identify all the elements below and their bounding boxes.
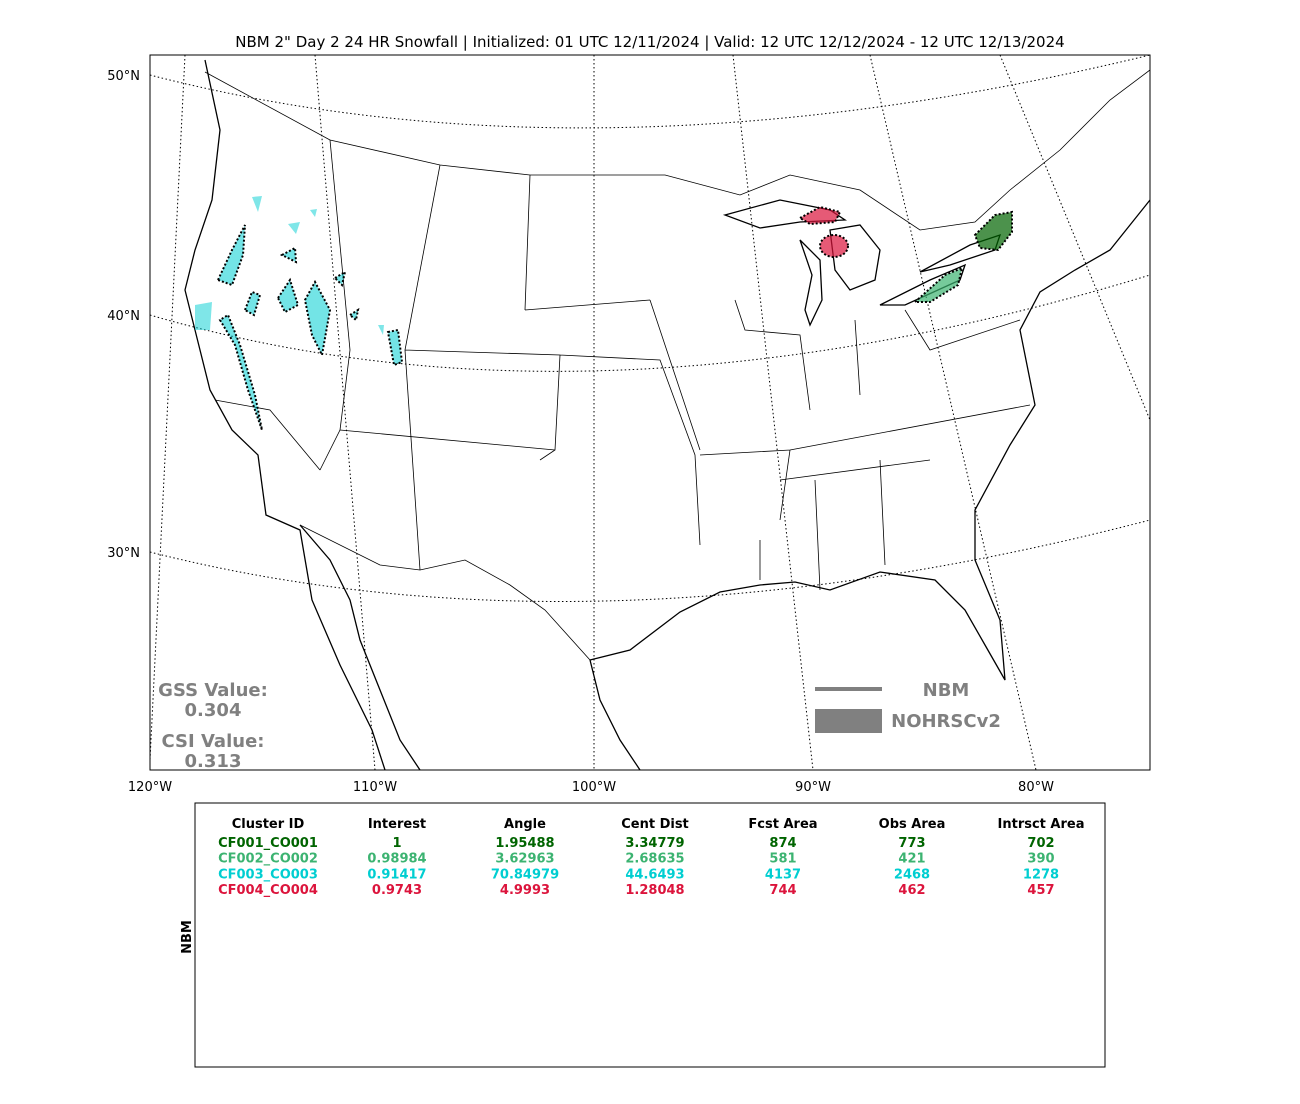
table-cell: 581: [769, 852, 796, 867]
table-cell: 4137: [765, 867, 801, 882]
csi-label: CSI Value:: [162, 731, 265, 752]
table-cell: 462: [898, 883, 925, 898]
table-cell: 4.9993: [500, 883, 550, 898]
table-cell: CF001_CO001: [218, 836, 318, 851]
map: 50°N 40°N 30°N 120°W 110°W 100°W 90°W 80…: [107, 54, 1151, 795]
table-cell: 2.68635: [625, 852, 684, 867]
lat-label: 30°N: [107, 546, 140, 561]
csi-value: 0.313: [185, 751, 242, 772]
table-cell: 1.95488: [495, 836, 554, 851]
table-cell: 2468: [894, 867, 930, 882]
legend: NBM NOHRSCv2: [815, 680, 1001, 733]
table-cell: 0.9743: [372, 883, 422, 898]
table-cell: 70.84979: [491, 867, 559, 882]
table-cell: CF003_CO003: [218, 867, 318, 882]
lon-label: 110°W: [353, 780, 397, 795]
table-cell: 390: [1027, 852, 1054, 867]
column-header: Obs Area: [879, 817, 946, 832]
table-cell: 702: [1027, 836, 1054, 851]
legend-label: NBM: [923, 680, 970, 701]
table-cell: CF002_CO002: [218, 852, 318, 867]
column-header: Angle: [504, 817, 546, 832]
table-cell: 874: [769, 836, 796, 851]
column-header: Intrsct Area: [998, 817, 1085, 832]
title: NBM 2" Day 2 24 HR Snowfall | Initialize…: [235, 33, 1064, 51]
table-cell: 744: [769, 883, 796, 898]
table-cell: 773: [898, 836, 925, 851]
legend-label: NOHRSCv2: [891, 711, 1001, 732]
table-cell: 1278: [1023, 867, 1059, 882]
table-cell: 3.62963: [495, 852, 554, 867]
lat-label: 40°N: [107, 309, 140, 324]
table-cell: 1.28048: [625, 883, 684, 898]
column-header: Fcst Area: [748, 817, 817, 832]
gss-label: GSS Value:: [158, 680, 268, 701]
clusters: [195, 196, 1013, 431]
table-cell: 457: [1027, 883, 1054, 898]
lon-label: 80°W: [1018, 780, 1054, 795]
table-side-label: NBM: [180, 920, 195, 954]
column-header: Cluster ID: [232, 817, 305, 832]
table-cell: 3.34779: [625, 836, 684, 851]
table-cell: 421: [898, 852, 925, 867]
table-cell: 0.91417: [367, 867, 426, 882]
stats-table: NBM Cluster ID Interest Angle Cent Dist Fcst…: [180, 802, 1106, 1068]
table-cell: CF004_CO004: [218, 883, 318, 898]
lat-label: 50°N: [107, 69, 140, 84]
lon-label: 90°W: [795, 780, 831, 795]
lon-label: 100°W: [572, 780, 616, 795]
gss-value: 0.304: [185, 700, 242, 721]
lon-label: 120°W: [128, 780, 172, 795]
column-header: Interest: [368, 817, 426, 832]
column-header: Cent Dist: [621, 817, 689, 832]
table-cell: 1: [392, 836, 401, 851]
table-cell: 44.6493: [625, 867, 684, 882]
table-cell: 0.98984: [367, 852, 426, 867]
